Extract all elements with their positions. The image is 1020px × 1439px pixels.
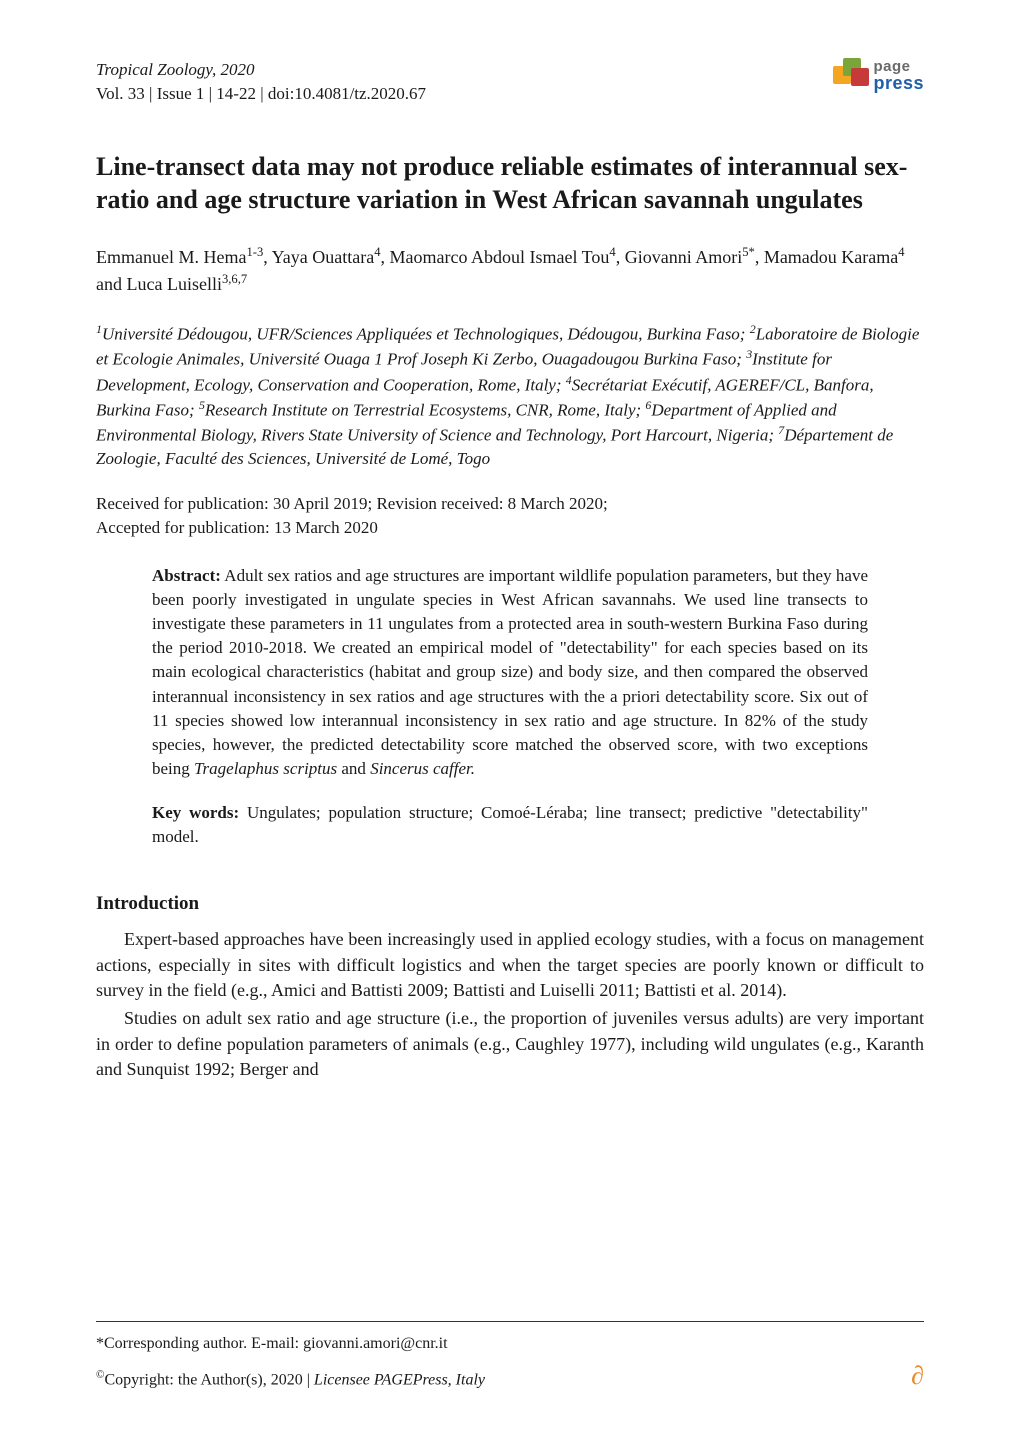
affiliations: 1Université Dédougou, UFR/Sciences Appli… <box>96 321 924 470</box>
body-paragraph-1: Expert-based approaches have been increa… <box>96 927 924 1004</box>
body-paragraph-2: Studies on adult sex ratio and age struc… <box>96 1006 924 1083</box>
keywords-text: Ungulates; population structure; Comoé-L… <box>152 803 868 846</box>
received-line-1: Received for publication: 30 April 2019;… <box>96 492 924 516</box>
keywords: Key words: Ungulates; population structu… <box>96 801 924 849</box>
publisher-logo: page press <box>833 58 924 94</box>
abstract-label: Abstract: <box>152 566 221 585</box>
corresponding-author: *Corresponding author. E-mail: giovanni.… <box>96 1332 924 1356</box>
keywords-label: Key words: <box>152 803 239 822</box>
abstract-text: Adult sex ratios and age structures are … <box>152 566 868 778</box>
journal-vol-issue-doi: Vol. 33 | Issue 1 | 14-22 | doi:10.4081/… <box>96 82 426 106</box>
dates-block: Received for publication: 30 April 2019;… <box>96 492 924 540</box>
footer-rule <box>96 1321 924 1322</box>
logo-text-press: press <box>873 75 924 92</box>
journal-info: Tropical Zoology, 2020 Vol. 33 | Issue 1… <box>96 58 426 106</box>
open-access-icon: ∂ <box>911 1356 924 1395</box>
copyright-row: ©Copyright: the Author(s), 2020 | Licens… <box>96 1356 924 1395</box>
abstract: Abstract: Adult sex ratios and age struc… <box>96 564 924 781</box>
footer: *Corresponding author. E-mail: giovanni.… <box>96 1321 924 1395</box>
section-heading-introduction: Introduction <box>96 893 924 915</box>
journal-name-year: Tropical Zoology, 2020 <box>96 58 426 82</box>
logo-square-3 <box>851 68 869 86</box>
received-line-2: Accepted for publication: 13 March 2020 <box>96 516 924 540</box>
logo-squares-icon <box>833 58 869 94</box>
header-row: Tropical Zoology, 2020 Vol. 33 | Issue 1… <box>96 58 924 106</box>
authors: Emmanuel M. Hema1-3, Yaya Ouattara4, Mao… <box>96 243 924 297</box>
logo-text: page press <box>873 60 924 91</box>
copyright-text: ©Copyright: the Author(s), 2020 | Licens… <box>96 1367 485 1392</box>
article-title: Line-transect data may not produce relia… <box>96 150 924 218</box>
